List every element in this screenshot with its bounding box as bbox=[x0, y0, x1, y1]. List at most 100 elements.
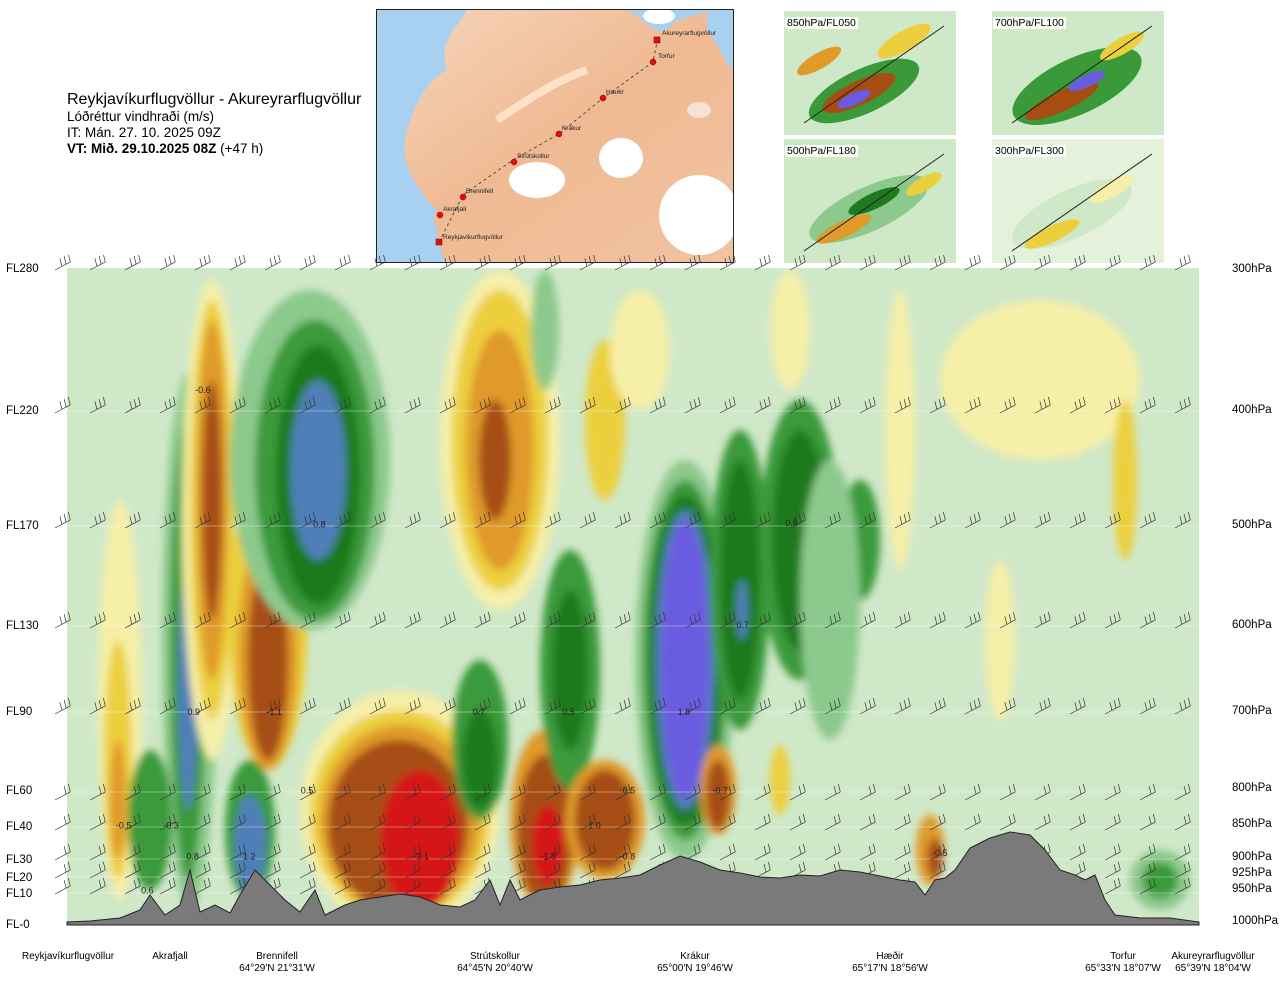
wind-barb bbox=[124, 783, 141, 801]
wind-barb bbox=[229, 511, 246, 529]
wind-barb bbox=[474, 511, 491, 529]
wind-barb bbox=[369, 861, 386, 879]
wind-barb bbox=[124, 861, 141, 879]
extremum-label: 0.7 bbox=[737, 620, 750, 630]
location-name: Akrafjall bbox=[152, 951, 188, 962]
wind-barb bbox=[719, 697, 736, 715]
wind-barb bbox=[789, 611, 806, 629]
extremum-label: 0.5 bbox=[562, 707, 575, 717]
wind-barb bbox=[404, 783, 421, 801]
wind-barb bbox=[404, 813, 421, 831]
map-waypoint-krakur[interactable] bbox=[555, 130, 563, 138]
fl-tick-label: FL10 bbox=[6, 888, 33, 900]
wind-barb bbox=[194, 255, 211, 271]
wind-barb bbox=[964, 611, 981, 629]
wind-barb bbox=[124, 697, 141, 715]
wind-barb bbox=[859, 843, 876, 861]
wind-barb bbox=[299, 877, 316, 895]
wind-barb bbox=[964, 813, 981, 831]
wind-barb bbox=[474, 697, 491, 715]
hpa-tick-label: 300hPa bbox=[1232, 263, 1272, 275]
wind-barb bbox=[334, 861, 351, 879]
wind-barb bbox=[544, 611, 561, 629]
wind-barb bbox=[719, 783, 736, 801]
wind-barb bbox=[859, 611, 876, 629]
wind-barb bbox=[194, 783, 211, 801]
wind-barb bbox=[719, 843, 736, 861]
wind-barb bbox=[754, 697, 771, 715]
wind-barb bbox=[89, 861, 106, 879]
wind-barb bbox=[1069, 813, 1086, 831]
wind-barb bbox=[1139, 511, 1156, 529]
wind-barb bbox=[89, 877, 106, 895]
wind-barb bbox=[614, 861, 631, 879]
wind-barb bbox=[54, 813, 71, 831]
map-waypoint-haedir[interactable] bbox=[599, 94, 607, 102]
fl-tick-label: FL60 bbox=[6, 785, 33, 797]
wind-barb bbox=[894, 697, 911, 715]
wind-barb bbox=[369, 813, 386, 831]
wind-barb bbox=[264, 396, 281, 414]
thumbnail-850hpa[interactable]: 850hPa/FL050 bbox=[784, 11, 956, 135]
wind-barb bbox=[439, 783, 456, 801]
route-map[interactable]: Akureyrarflugvöllur Torfur Hæðir Krákur … bbox=[376, 9, 734, 263]
wind-barb bbox=[719, 611, 736, 629]
wind-barb bbox=[474, 843, 491, 861]
wind-barb bbox=[754, 255, 771, 271]
map-label-torfur: Torfur bbox=[658, 53, 675, 60]
extremum-label: 0.7 bbox=[473, 707, 486, 717]
map-waypoint-torfur[interactable] bbox=[649, 58, 657, 66]
field-contour bbox=[736, 580, 748, 640]
wind-barb bbox=[894, 611, 911, 629]
map-waypoint-brennifell[interactable] bbox=[459, 193, 467, 201]
wind-barb bbox=[1104, 861, 1121, 879]
wind-barb bbox=[159, 396, 176, 414]
wind-barb bbox=[89, 611, 106, 629]
location-coords: 64°45'N 20°40'W bbox=[457, 963, 533, 974]
wind-barb bbox=[894, 813, 911, 831]
map-waypoint-akrafjall[interactable] bbox=[436, 211, 444, 219]
wind-barb bbox=[404, 697, 421, 715]
wind-barb bbox=[1034, 255, 1051, 271]
map-waypoint-akureyri[interactable] bbox=[653, 36, 661, 44]
wind-barb bbox=[159, 813, 176, 831]
wind-barb bbox=[1139, 396, 1156, 414]
wind-barb bbox=[824, 813, 841, 831]
map-label-haedir: Hæðir bbox=[606, 88, 625, 96]
wind-barb bbox=[789, 843, 806, 861]
wind-barb bbox=[614, 843, 631, 861]
fl-tick-label: FL20 bbox=[6, 872, 33, 884]
wind-barb bbox=[54, 783, 71, 801]
wind-barb bbox=[579, 396, 596, 414]
wind-barb bbox=[124, 511, 141, 529]
wind-barb bbox=[159, 511, 176, 529]
wind-barb bbox=[544, 783, 561, 801]
wind-barb bbox=[964, 511, 981, 529]
thumbnail-500hpa[interactable]: 500hPa/FL180 bbox=[784, 139, 956, 263]
wind-barb bbox=[894, 783, 911, 801]
wind-barb bbox=[229, 813, 246, 831]
wind-barb bbox=[124, 843, 141, 861]
location-label: Torfur 65°33'N 18°07'W bbox=[1063, 951, 1183, 975]
map-waypoint-strutskollur[interactable] bbox=[510, 158, 518, 166]
thumbnail-700hpa[interactable]: 700hPa/FL100 bbox=[992, 11, 1164, 135]
wind-barb bbox=[369, 877, 386, 895]
wind-barb bbox=[404, 877, 421, 895]
wind-barb bbox=[54, 843, 71, 861]
wind-barb bbox=[1034, 611, 1051, 629]
wind-barb bbox=[439, 697, 456, 715]
wind-barb bbox=[439, 813, 456, 831]
wind-barb bbox=[1139, 813, 1156, 831]
wind-barb bbox=[964, 783, 981, 801]
field-contour bbox=[234, 795, 266, 895]
wind-barb bbox=[124, 396, 141, 414]
wind-barb bbox=[579, 813, 596, 831]
wind-barb bbox=[789, 813, 806, 831]
wind-barb bbox=[929, 861, 946, 879]
wind-barb bbox=[544, 255, 561, 271]
wind-barb bbox=[369, 697, 386, 715]
wind-barb bbox=[1104, 813, 1121, 831]
map-waypoint-reykjavik[interactable] bbox=[435, 238, 443, 246]
thumbnail-300hpa[interactable]: 300hPa/FL300 bbox=[992, 139, 1164, 263]
wind-barb bbox=[334, 255, 351, 271]
